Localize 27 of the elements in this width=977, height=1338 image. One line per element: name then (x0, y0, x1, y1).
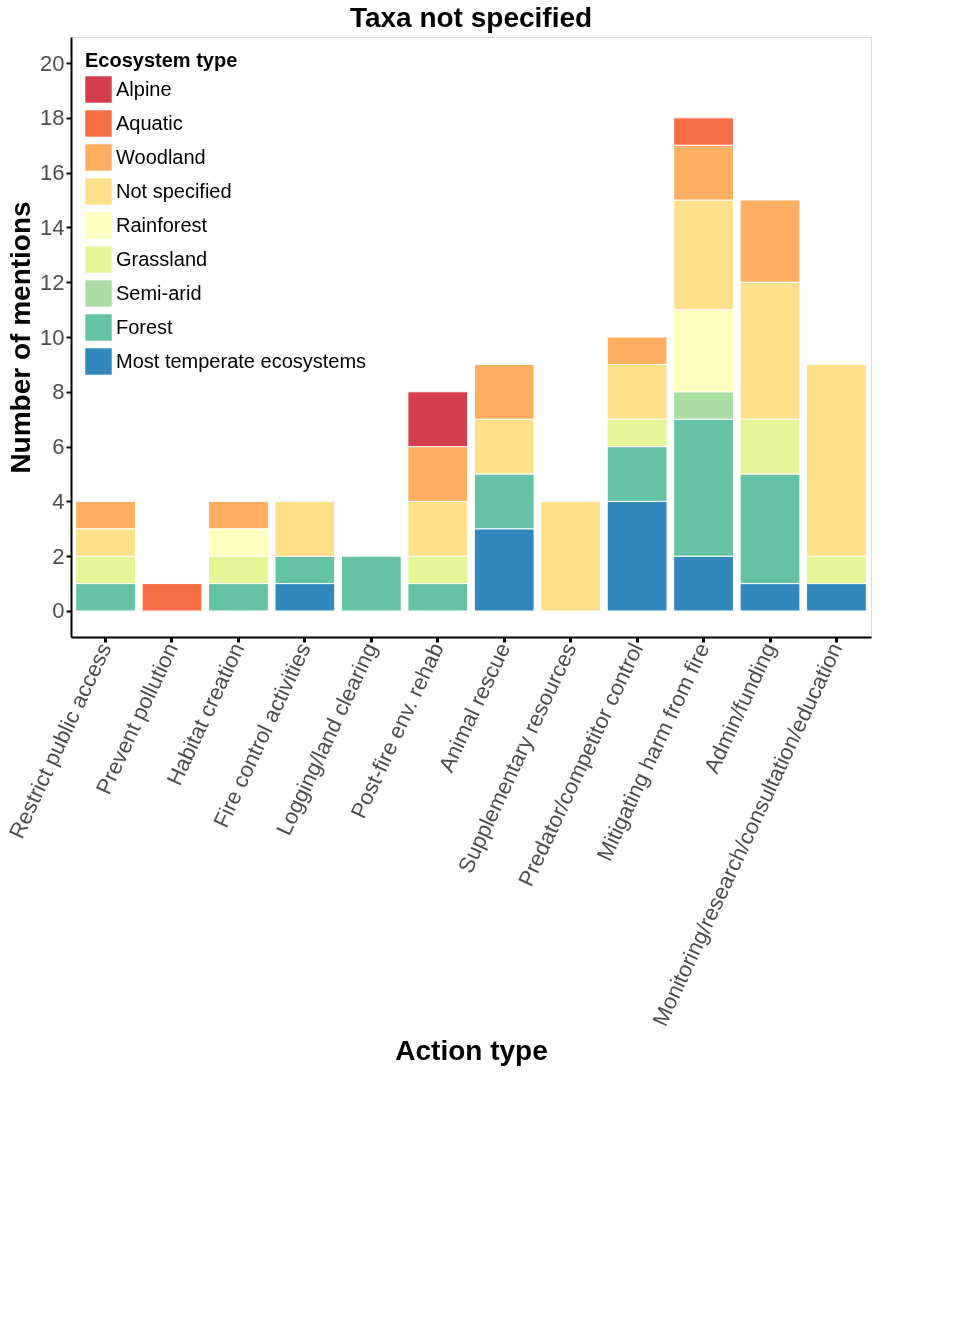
bar (340, 555, 402, 612)
y-tick-label: 0 (52, 598, 65, 624)
y-tick-label: 4 (52, 488, 65, 514)
bar (540, 500, 602, 612)
bar (141, 583, 203, 612)
legend-label: Rainforest (116, 213, 208, 236)
legend-label: Alpine (116, 77, 172, 100)
y-tick-label: 14 (40, 214, 65, 240)
y-tick-label: 8 (52, 379, 65, 405)
chart-title: Taxa not specified (349, 2, 593, 33)
y-tick-label: 18 (40, 105, 65, 131)
y-axis-title: Number of mentions (5, 201, 37, 474)
legend-label: Forest (116, 315, 174, 338)
x-axis-title: Action type (395, 1034, 548, 1066)
legend-label: Semi-arid (116, 281, 202, 304)
legend-title: Ecosystem type (85, 49, 238, 71)
y-tick-label: 2 (52, 543, 65, 569)
legend-label: Woodland (116, 145, 206, 168)
legend-label: Not specified (116, 179, 232, 202)
y-tick-label: 20 (40, 50, 65, 76)
y-tick-label: 6 (52, 434, 65, 460)
legend-label: Grassland (116, 247, 208, 270)
y-tick-label: 10 (40, 324, 65, 350)
y-tick-label: 16 (40, 160, 65, 186)
legend-label: Aquatic (116, 111, 183, 134)
y-tick-label: 12 (40, 269, 65, 295)
legend-label: Most temperate ecosystems (116, 349, 367, 372)
